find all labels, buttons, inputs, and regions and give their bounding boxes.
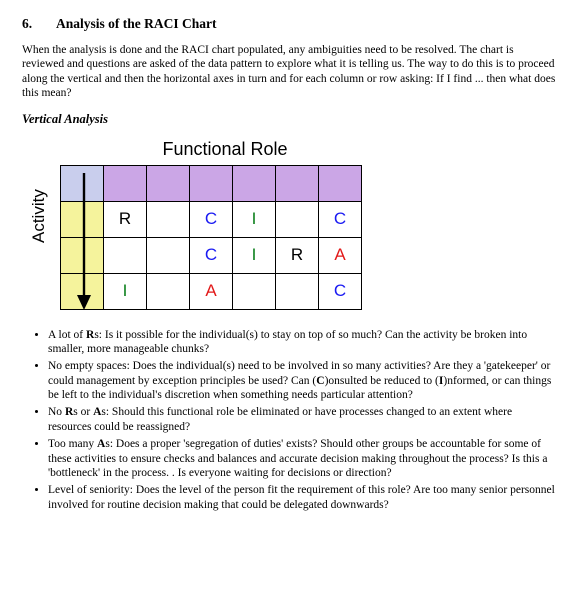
raci-letter: R — [119, 209, 131, 228]
chart-side-title: Activity — [28, 189, 49, 243]
section-heading: 6.Analysis of the RACI Chart — [22, 16, 558, 33]
chart-top-title: Functional Role — [96, 138, 354, 161]
raci-letter: C — [334, 281, 346, 300]
raci-cell — [276, 201, 319, 237]
header-row — [61, 201, 104, 237]
analysis-bullets: A lot of Rs: Is it possible for the indi… — [22, 328, 558, 513]
header-row — [61, 273, 104, 309]
section-title: Analysis of the RACI Chart — [56, 16, 217, 31]
bullet-item: No Rs or As: Should this functional role… — [48, 405, 558, 434]
raci-cell: A — [190, 273, 233, 309]
raci-letter: C — [334, 209, 346, 228]
raci-cell — [147, 237, 190, 273]
raci-chart: Functional Role Activity RCICCIRAIAC — [60, 138, 380, 310]
intro-paragraph: When the analysis is done and the RACI c… — [22, 43, 558, 101]
raci-letter: I — [252, 245, 257, 264]
raci-cell: C — [190, 201, 233, 237]
header-corner — [61, 165, 104, 201]
bullet-item: A lot of Rs: Is it possible for the indi… — [48, 328, 558, 357]
bullet-item: Too many As: Does a proper 'segregation … — [48, 437, 558, 480]
raci-cell: C — [319, 201, 362, 237]
section-number: 6. — [22, 16, 56, 33]
header-col — [147, 165, 190, 201]
raci-cell: R — [276, 237, 319, 273]
raci-table: RCICCIRAIAC — [60, 165, 362, 310]
raci-letter: I — [123, 281, 128, 300]
raci-letter: C — [205, 245, 217, 264]
header-col — [190, 165, 233, 201]
header-col — [319, 165, 362, 201]
raci-letter: A — [334, 245, 345, 264]
raci-cell — [276, 273, 319, 309]
raci-letter: I — [252, 209, 257, 228]
header-col — [233, 165, 276, 201]
raci-cell: I — [233, 201, 276, 237]
raci-cell: A — [319, 237, 362, 273]
header-row — [61, 237, 104, 273]
subheading: Vertical Analysis — [22, 112, 558, 128]
raci-letter: A — [205, 281, 216, 300]
raci-letter: C — [205, 209, 217, 228]
raci-cell — [104, 237, 147, 273]
raci-cell: C — [319, 273, 362, 309]
raci-cell: C — [190, 237, 233, 273]
raci-cell — [233, 273, 276, 309]
bullet-item: Level of seniority: Does the level of th… — [48, 483, 558, 512]
raci-cell: I — [233, 237, 276, 273]
bullet-item: No empty spaces: Does the individual(s) … — [48, 359, 558, 402]
raci-cell — [147, 273, 190, 309]
raci-letter: R — [291, 245, 303, 264]
raci-cell: R — [104, 201, 147, 237]
header-col — [104, 165, 147, 201]
raci-cell — [147, 201, 190, 237]
header-col — [276, 165, 319, 201]
raci-cell: I — [104, 273, 147, 309]
